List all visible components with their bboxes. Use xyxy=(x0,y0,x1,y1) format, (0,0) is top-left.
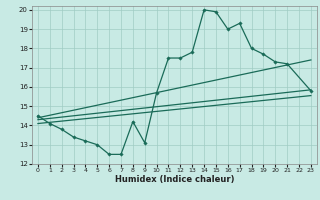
X-axis label: Humidex (Indice chaleur): Humidex (Indice chaleur) xyxy=(115,175,234,184)
